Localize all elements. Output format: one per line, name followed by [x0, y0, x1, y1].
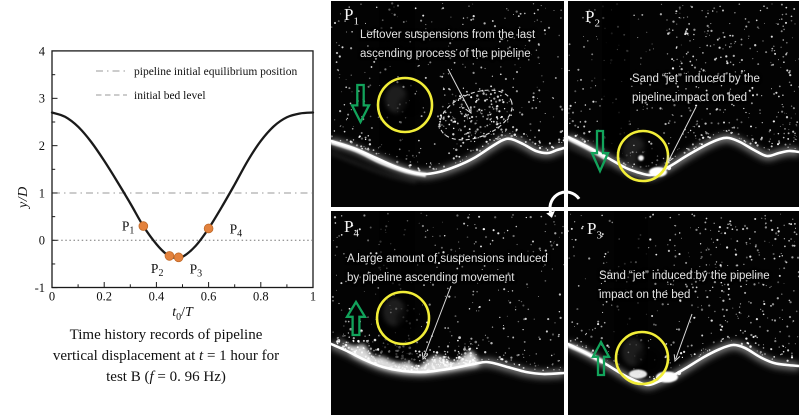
point-marker-p1 [138, 221, 149, 231]
y-tick-label: 2 [39, 139, 45, 153]
point-label-p4: P4 [230, 221, 243, 239]
panel-p1: P1 Leftover suspensions from the last asce… [331, 1, 564, 207]
bed-bright-segment [568, 135, 608, 161]
down-arrow-icon [590, 129, 610, 174]
panel-label-2: P2 [585, 7, 600, 30]
photo-canvas [568, 211, 799, 415]
point-label-p3: P3 [190, 261, 203, 279]
panel-label-4: P4 [344, 217, 359, 240]
y-axis-label: y/D [16, 186, 31, 208]
sediment-layer-line [568, 146, 609, 168]
pipeline-circle-icon [375, 290, 431, 346]
pipeline-circle-icon [614, 330, 670, 386]
point-marker-p3 [173, 252, 184, 263]
annotation-line: ascending process of the pipeline [360, 48, 531, 60]
panel-annotation: Sand “jet” induced by the pipeline impact… [632, 70, 795, 108]
annotation-line: pipeline impact on bed [632, 92, 748, 104]
bed-bright-segment [331, 139, 427, 178]
pipeline-support-shadow [602, 1, 630, 159]
caption-line-3: test B (f = 0. 96 Hz) [106, 369, 226, 385]
pipeline-support-shadow [379, 1, 415, 164]
photo-canvas [331, 211, 564, 415]
bed-surface [568, 135, 799, 177]
x-tick-label: 0.2 [96, 290, 112, 304]
pipeline-support-shadow [379, 211, 415, 366]
y-tick-label: 4 [39, 44, 46, 58]
suspension-foam-mass [337, 334, 480, 374]
axis-ticks [51, 50, 314, 289]
bed-interior [568, 344, 799, 415]
x-tick-label: 0 [49, 290, 55, 304]
up-arrow-icon [591, 339, 611, 377]
x-tick-label: 0.4 [149, 290, 165, 304]
suspension-speckles [568, 213, 799, 380]
y-tick-label: 0 [39, 234, 45, 248]
annotation-arrow-icon [421, 285, 452, 361]
bed-bright-segment [568, 342, 605, 365]
panel-label-1: P1 [344, 5, 359, 28]
point-marker-p2 [164, 251, 175, 261]
y-tick-label: 3 [39, 92, 45, 106]
chart-legend: pipeline initial equilibrium position ini… [96, 66, 297, 102]
annotation-arrow-icon [673, 313, 693, 363]
panel-p4: P4 A large amount of suspensions induced b… [331, 211, 564, 415]
marked-points: P1 P2 P3 P4 [122, 219, 242, 280]
panel-p2: P2 Sand “jet” induced by the pipeline impa… [568, 1, 799, 207]
point-marker-p4 [203, 223, 214, 234]
up-arrow-icon [344, 299, 368, 337]
panel-p3: P3 Sand “jet” induced by the pipeline impa… [568, 211, 799, 415]
sediment-layer-line [331, 152, 417, 183]
chart-caption: Time history records of pipeline vertica… [8, 325, 324, 388]
photo-canvas [568, 1, 799, 207]
annotation-line: A large amount of suspensions induced [347, 253, 548, 265]
panel-annotation: Sand “jet” induced by the pipeline impact… [599, 267, 795, 305]
bed-interior [568, 137, 799, 207]
down-arrow-icon [350, 83, 371, 125]
annotation-arrow-icon [447, 68, 472, 114]
pipeline-silhouette [398, 94, 424, 120]
legend-label: pipeline initial equilibrium position [134, 66, 297, 78]
chart-plot-area [51, 50, 314, 289]
pipeline-bottom-highlight [629, 369, 647, 379]
x-axis-label: t0/T [172, 305, 193, 323]
suspension-ellipse-outline [439, 89, 513, 141]
pipeline-silhouette [635, 347, 661, 373]
reference-lines [53, 192, 312, 241]
pipeline-circle-icon [376, 76, 434, 134]
annotation-arrow-icon [667, 106, 697, 163]
x-tick-label: 1 [310, 290, 316, 304]
point-label-p2: P2 [151, 261, 164, 279]
annotation-line: Sand “jet” induced by the [632, 73, 760, 85]
sand-jet [649, 167, 667, 177]
displacement-chart: 0 0.2 0.4 0.6 0.8 1 -1 0 1 2 3 4 pipeline initial eq… [0, 0, 330, 416]
annotation-line: Sand “jet” induced by the pipeline [599, 270, 770, 282]
photo-canvas [331, 1, 564, 207]
legend-label: initial bed level [134, 90, 206, 102]
annotation-line: by pipeline ascending movement [347, 272, 515, 284]
annotation-line: impact on the bed [599, 289, 691, 301]
panel-annotation: Leftover suspensions from the last ascend… [360, 26, 560, 64]
pipeline-silhouette [636, 145, 662, 171]
x-tick-label: 0.6 [201, 290, 217, 304]
caption-line-1: Time history records of pipeline [69, 327, 263, 343]
x-tick-label: 0.8 [253, 290, 269, 304]
annotation-line: Leftover suspensions from the last [360, 29, 536, 41]
y-tick-label: 1 [39, 186, 45, 200]
panel-label-3: P3 [587, 219, 602, 242]
point-label-p1: P1 [122, 219, 135, 237]
panel-annotation: A large amount of suspensions induced by … [347, 250, 560, 288]
chart-canvas: 0 0.2 0.4 0.6 0.8 1 -1 0 1 2 3 4 pipeline initial eq… [35, 44, 317, 303]
sand-jet-particle [666, 165, 672, 171]
pipeline-silhouette [396, 307, 422, 333]
photo-grid: P1 Leftover suspensions from the last asce… [330, 0, 799, 416]
y-tick-label: -1 [35, 281, 45, 295]
bed-interior [331, 344, 564, 415]
caption-line-2: vertical displacement at t = 1 hour for [52, 348, 280, 364]
sand-jet-particle [676, 370, 682, 376]
tick-labels: 0 0.2 0.4 0.6 0.8 1 -1 0 1 2 3 4 [35, 44, 317, 303]
bed-surface [568, 342, 799, 387]
pipeline-highlight [638, 155, 644, 161]
